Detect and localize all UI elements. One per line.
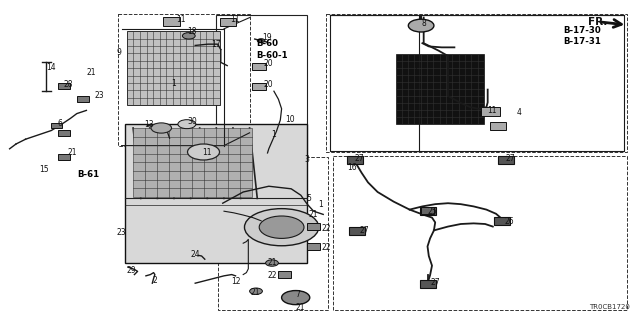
Text: 12: 12 <box>232 277 241 286</box>
Text: 15: 15 <box>40 165 49 174</box>
Text: 11: 11 <box>176 15 186 24</box>
Bar <box>220 18 236 26</box>
Text: 28: 28 <box>64 80 74 89</box>
Bar <box>326 14 627 152</box>
Text: 8: 8 <box>421 19 426 28</box>
Text: 26: 26 <box>504 217 514 226</box>
Text: 21: 21 <box>67 148 77 157</box>
Bar <box>420 207 436 215</box>
Text: 30: 30 <box>188 117 197 126</box>
Bar <box>349 227 365 235</box>
Text: 23: 23 <box>95 92 104 100</box>
Text: B-17-30: B-17-30 <box>563 26 601 35</box>
Text: 5: 5 <box>306 194 311 203</box>
Text: 29: 29 <box>127 266 136 275</box>
Text: 20: 20 <box>264 60 273 68</box>
Text: 10: 10 <box>285 115 294 124</box>
Bar <box>333 156 627 310</box>
Text: 1: 1 <box>318 200 323 209</box>
Bar <box>420 280 436 288</box>
Text: 21: 21 <box>268 258 277 267</box>
Bar <box>347 156 363 164</box>
Bar <box>307 223 320 230</box>
Bar <box>252 83 266 90</box>
Circle shape <box>250 288 262 294</box>
Circle shape <box>244 209 319 246</box>
Bar <box>490 122 506 131</box>
Bar <box>58 154 70 160</box>
Text: B-60-1: B-60-1 <box>256 52 287 60</box>
Text: 4: 4 <box>517 108 522 117</box>
Text: 27: 27 <box>360 226 369 235</box>
Bar <box>133 128 252 197</box>
Circle shape <box>259 216 304 238</box>
Bar <box>495 218 511 225</box>
Text: 21: 21 <box>251 288 260 297</box>
Bar <box>396 54 484 124</box>
Circle shape <box>182 33 195 39</box>
Bar <box>307 243 320 250</box>
Text: 20: 20 <box>264 80 273 89</box>
Text: 1: 1 <box>413 63 417 72</box>
Text: B-60: B-60 <box>256 39 278 48</box>
Text: 11: 11 <box>488 106 497 115</box>
Text: 17: 17 <box>211 40 221 49</box>
Text: 1: 1 <box>271 130 276 139</box>
Text: 24: 24 <box>191 250 200 259</box>
Bar <box>58 130 70 136</box>
Bar <box>278 271 291 278</box>
Text: 1: 1 <box>172 79 176 88</box>
Bar <box>58 83 70 89</box>
Bar <box>218 157 328 310</box>
Circle shape <box>151 123 172 133</box>
Text: 18: 18 <box>188 28 197 36</box>
Text: 7: 7 <box>296 290 301 299</box>
Circle shape <box>188 144 220 160</box>
FancyBboxPatch shape <box>125 124 307 263</box>
Text: 13: 13 <box>144 120 154 129</box>
Text: 22: 22 <box>321 224 331 233</box>
Bar <box>163 17 180 26</box>
Text: 22: 22 <box>321 244 331 252</box>
Bar <box>481 107 500 116</box>
Bar <box>51 123 62 128</box>
Text: 21: 21 <box>86 68 96 77</box>
Bar <box>77 96 89 102</box>
Text: 11: 11 <box>202 148 212 157</box>
Text: 27: 27 <box>355 154 364 163</box>
Circle shape <box>257 39 265 43</box>
Circle shape <box>266 260 278 266</box>
Text: B-17-31: B-17-31 <box>563 37 601 46</box>
Text: 11: 11 <box>230 15 240 24</box>
Circle shape <box>178 120 196 129</box>
Text: 21: 21 <box>308 210 318 219</box>
Text: 6: 6 <box>58 119 63 128</box>
Text: 14: 14 <box>46 63 56 72</box>
Bar <box>216 15 307 154</box>
Text: 27: 27 <box>430 278 440 287</box>
Text: 16: 16 <box>347 163 356 172</box>
Bar <box>498 156 514 164</box>
Text: 25: 25 <box>428 207 437 216</box>
Bar <box>127 31 220 105</box>
Bar <box>118 14 250 146</box>
Text: 23: 23 <box>116 228 126 237</box>
Text: 19: 19 <box>262 33 272 42</box>
Bar <box>421 207 434 214</box>
Text: 22: 22 <box>268 271 277 280</box>
Text: 3: 3 <box>305 156 310 164</box>
Text: TR0CB1720: TR0CB1720 <box>589 304 630 310</box>
Text: 27: 27 <box>506 154 515 163</box>
Text: B-61: B-61 <box>77 170 99 179</box>
Circle shape <box>282 291 310 305</box>
Text: FR.: FR. <box>588 17 607 27</box>
Bar <box>252 63 266 70</box>
Circle shape <box>408 19 434 32</box>
Text: 9: 9 <box>116 48 122 57</box>
Text: 21: 21 <box>296 303 305 312</box>
Text: 2: 2 <box>152 276 157 285</box>
